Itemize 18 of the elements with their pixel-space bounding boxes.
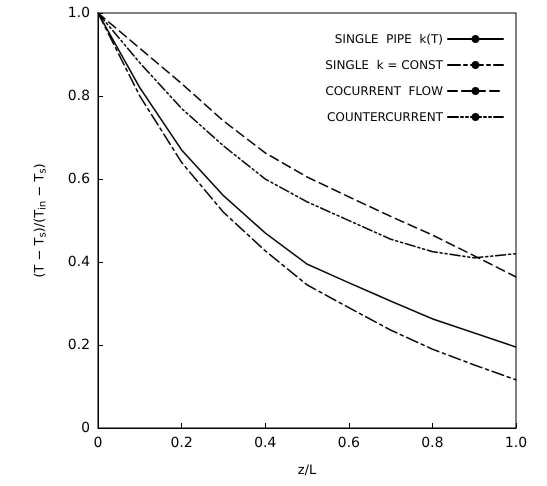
x-tick-label: 1.0 <box>504 435 528 451</box>
legend-label: COUNTERCURRENT <box>327 110 444 124</box>
x-axis-title: z/L <box>298 463 317 478</box>
y-tick-label: 0.4 <box>68 254 90 270</box>
y-tick-label: 1.0 <box>68 5 90 21</box>
legend-label: SINGLE PIPE k(T) <box>334 32 443 46</box>
y-tick-label: 0.6 <box>68 171 90 187</box>
y-tick-label: 0.2 <box>68 337 90 353</box>
legend-label: SINGLE k = CONST <box>325 58 444 72</box>
y-axis-title: (T − Ts)/(Tin − Ts) <box>32 163 48 278</box>
x-tick-label: 0.6 <box>338 435 360 451</box>
x-tick-label: 0.8 <box>421 435 444 451</box>
x-tick-label: 0.4 <box>254 435 276 451</box>
x-tick-label: 0 <box>94 435 102 451</box>
x-tick-label: 0.2 <box>170 435 193 451</box>
y-tick-label: 0 <box>81 420 90 436</box>
y-tick-label: 0.8 <box>68 88 90 104</box>
legend-label: COCURRENT FLOW <box>325 84 444 98</box>
